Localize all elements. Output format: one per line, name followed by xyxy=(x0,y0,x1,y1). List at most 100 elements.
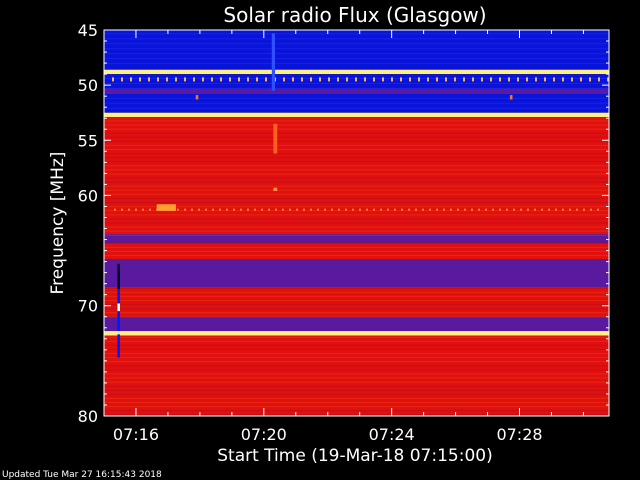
heatmap-streak xyxy=(104,218,609,220)
burst-feature xyxy=(271,33,275,91)
heatmap-marker xyxy=(191,208,193,211)
heatmap-marker xyxy=(289,208,291,211)
heatmap-streak xyxy=(104,197,609,199)
heatmap-marker xyxy=(205,208,207,211)
heatmap-marker xyxy=(401,208,403,211)
heatmap-band xyxy=(104,117,609,235)
heatmap-streak xyxy=(104,357,609,359)
heatmap-marker xyxy=(490,77,492,82)
plot-frame xyxy=(103,29,610,417)
heatmap-streak xyxy=(104,234,609,236)
heatmap-streak xyxy=(104,291,609,293)
heatmap-marker xyxy=(324,208,326,211)
heatmap-marker xyxy=(526,77,528,82)
heatmap-marker xyxy=(463,77,465,82)
heatmap-marker xyxy=(408,208,410,211)
heatmap-marker xyxy=(142,208,144,211)
heatmap-streak xyxy=(104,214,609,216)
heatmap-marker xyxy=(464,208,466,211)
heatmap-streak xyxy=(104,348,609,350)
heatmap-marker xyxy=(275,208,277,211)
heatmap-marker xyxy=(346,77,348,82)
heatmap-marker xyxy=(457,208,459,211)
heatmap-streak xyxy=(104,251,609,253)
x-tick-label: 07:20 xyxy=(241,425,287,444)
heatmap-streak xyxy=(104,259,609,261)
heatmap-streak xyxy=(104,193,609,195)
heatmap-marker xyxy=(303,208,305,211)
heatmap-streak xyxy=(104,414,609,416)
heatmap-marker xyxy=(534,208,536,211)
heatmap-streak xyxy=(104,242,609,244)
heatmap-marker xyxy=(219,208,221,211)
heatmap-marker xyxy=(331,208,333,211)
heatmap-marker xyxy=(247,208,249,211)
heatmap-marker xyxy=(418,77,420,82)
heatmap-streak xyxy=(104,161,609,163)
heatmap-marker xyxy=(233,208,235,211)
heatmap-marker xyxy=(301,77,303,82)
heatmap-marker xyxy=(569,208,571,211)
heatmap-streak xyxy=(104,87,609,89)
heatmap-streak xyxy=(104,344,609,346)
chart-title: Solar radio Flux (Glasgow) xyxy=(223,3,486,27)
heatmap-marker xyxy=(166,77,168,82)
heatmap-streak xyxy=(104,173,609,175)
y-tick-label: 70 xyxy=(78,297,98,316)
heatmap-marker xyxy=(400,77,402,82)
heatmap-streak xyxy=(104,33,609,35)
heatmap-band xyxy=(104,335,609,416)
heatmap-streak xyxy=(104,48,609,50)
heatmap-streak xyxy=(104,308,609,310)
heatmap-streak xyxy=(104,97,609,99)
plot-area xyxy=(104,30,609,416)
heatmap-marker xyxy=(506,208,508,211)
heatmap-streak xyxy=(104,124,609,126)
heatmap-streak xyxy=(104,336,609,338)
heatmap-marker xyxy=(261,208,263,211)
heatmap-marker xyxy=(310,77,312,82)
heatmap-marker xyxy=(254,208,256,211)
heatmap-marker xyxy=(359,208,361,211)
heatmap-marker xyxy=(274,77,276,82)
heatmap-streak xyxy=(104,185,609,187)
heatmap-marker xyxy=(409,77,411,82)
heatmap-marker xyxy=(130,77,132,82)
heatmap-streak xyxy=(104,222,609,224)
heatmap-streak xyxy=(104,177,609,179)
heatmap-band xyxy=(104,316,609,332)
heatmap-streak xyxy=(104,369,609,371)
heatmap-streak xyxy=(104,165,609,167)
heatmap-marker xyxy=(450,208,452,211)
heatmap-marker xyxy=(310,208,312,211)
heatmap-streak xyxy=(104,377,609,379)
heatmap-marker xyxy=(268,208,270,211)
heatmap-streak xyxy=(104,148,609,150)
heatmap-marker xyxy=(345,208,347,211)
heatmap-marker xyxy=(296,208,298,211)
y-tick-label: 45 xyxy=(78,21,98,40)
y-tick-label: 60 xyxy=(78,186,98,205)
heatmap-streak xyxy=(104,202,609,204)
heatmap-marker xyxy=(436,77,438,82)
heatmap-marker xyxy=(211,77,213,82)
heatmap-marker xyxy=(499,77,501,82)
heatmap-marker xyxy=(373,208,375,211)
heatmap-band xyxy=(104,331,609,336)
heatmap-streak xyxy=(104,255,609,257)
heatmap-marker xyxy=(443,208,445,211)
heatmap-band xyxy=(104,112,609,118)
heatmap-streak xyxy=(104,144,609,146)
heatmap-streak xyxy=(104,102,609,104)
burst-feature xyxy=(273,187,278,192)
heatmap-streak xyxy=(104,38,609,40)
heatmap-marker xyxy=(114,208,116,211)
interference-strip xyxy=(117,289,120,304)
heatmap-marker xyxy=(128,208,130,211)
heatmap-streak xyxy=(104,128,609,130)
heatmap-marker xyxy=(139,77,141,82)
interference-strip xyxy=(117,311,120,332)
heatmap-streak xyxy=(104,120,609,122)
heatmap-marker xyxy=(177,208,179,211)
heatmap-marker xyxy=(478,208,480,211)
